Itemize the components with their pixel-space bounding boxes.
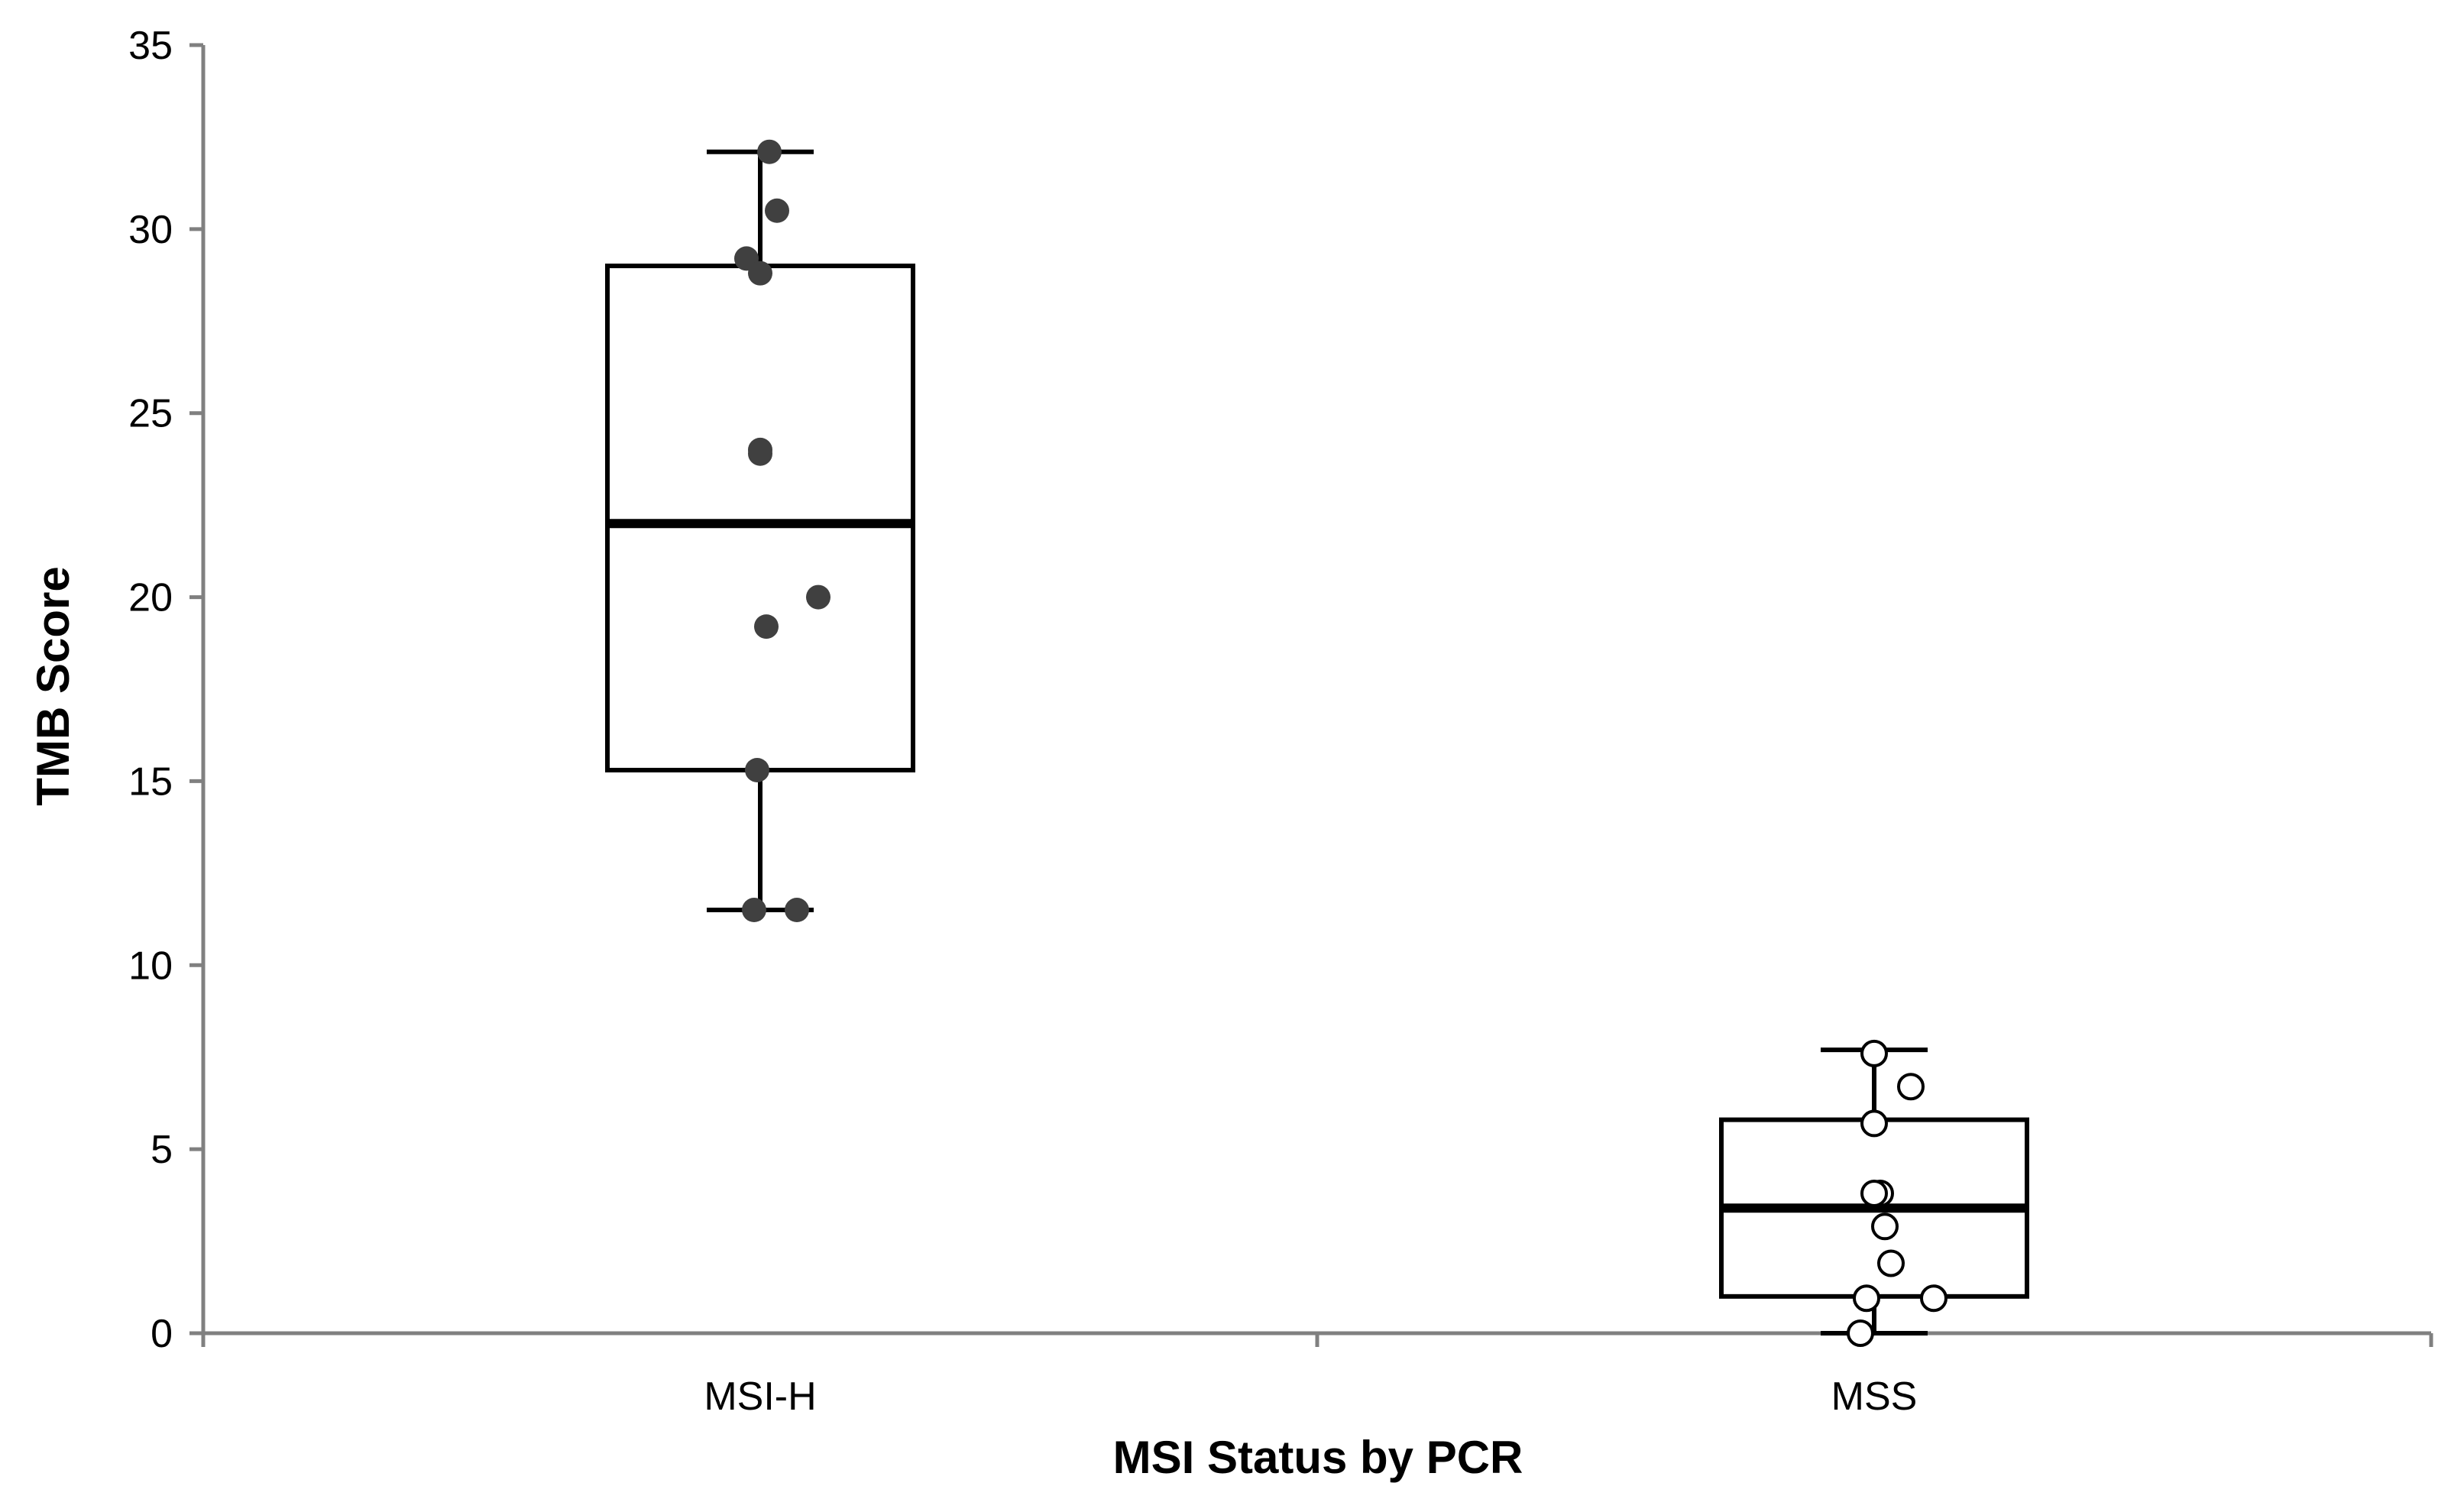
- y-tick-label: 25: [128, 392, 173, 436]
- y-tick-label: 0: [151, 1312, 173, 1356]
- data-point: [757, 139, 782, 164]
- data-point: [1871, 1213, 1899, 1241]
- y-tick-label: 35: [128, 24, 173, 68]
- data-point: [748, 261, 772, 286]
- data-point: [748, 441, 772, 466]
- data-point: [785, 898, 809, 923]
- data-point: [1847, 1319, 1874, 1347]
- data-point: [1860, 1179, 1888, 1207]
- data-point: [1853, 1284, 1880, 1313]
- data-point: [806, 584, 830, 610]
- y-tick-label: 15: [128, 759, 173, 804]
- iqr-box: [605, 264, 915, 772]
- data-point: [1860, 1039, 1888, 1067]
- y-axis-title: TMB Score: [28, 566, 79, 805]
- data-point: [1920, 1284, 1948, 1313]
- y-tick-label: 30: [128, 208, 173, 252]
- y-tick-label: 20: [128, 576, 173, 620]
- data-point: [754, 614, 779, 639]
- data-point: [742, 898, 766, 923]
- points-mss: [1847, 1039, 1948, 1347]
- y-tick-label: 5: [151, 1128, 173, 1172]
- box-plot-series: [605, 149, 2029, 1336]
- y-tick-label: 10: [128, 944, 173, 988]
- data-point: [1897, 1073, 1925, 1101]
- data-point: [745, 757, 769, 782]
- axes: 0 5 10 15 20 25 30 35 MSI-H MSS: [128, 24, 2433, 1419]
- x-tick-label: MSI-H: [704, 1374, 816, 1419]
- data-point: [765, 198, 789, 223]
- data-point: [1877, 1249, 1905, 1277]
- data-point: [1860, 1109, 1888, 1138]
- points-msi-h: [734, 139, 830, 923]
- x-tick-label: MSS: [1831, 1374, 1918, 1419]
- x-axis-title: MSI Status by PCR: [1113, 1432, 1523, 1483]
- data-points: [734, 139, 1948, 1347]
